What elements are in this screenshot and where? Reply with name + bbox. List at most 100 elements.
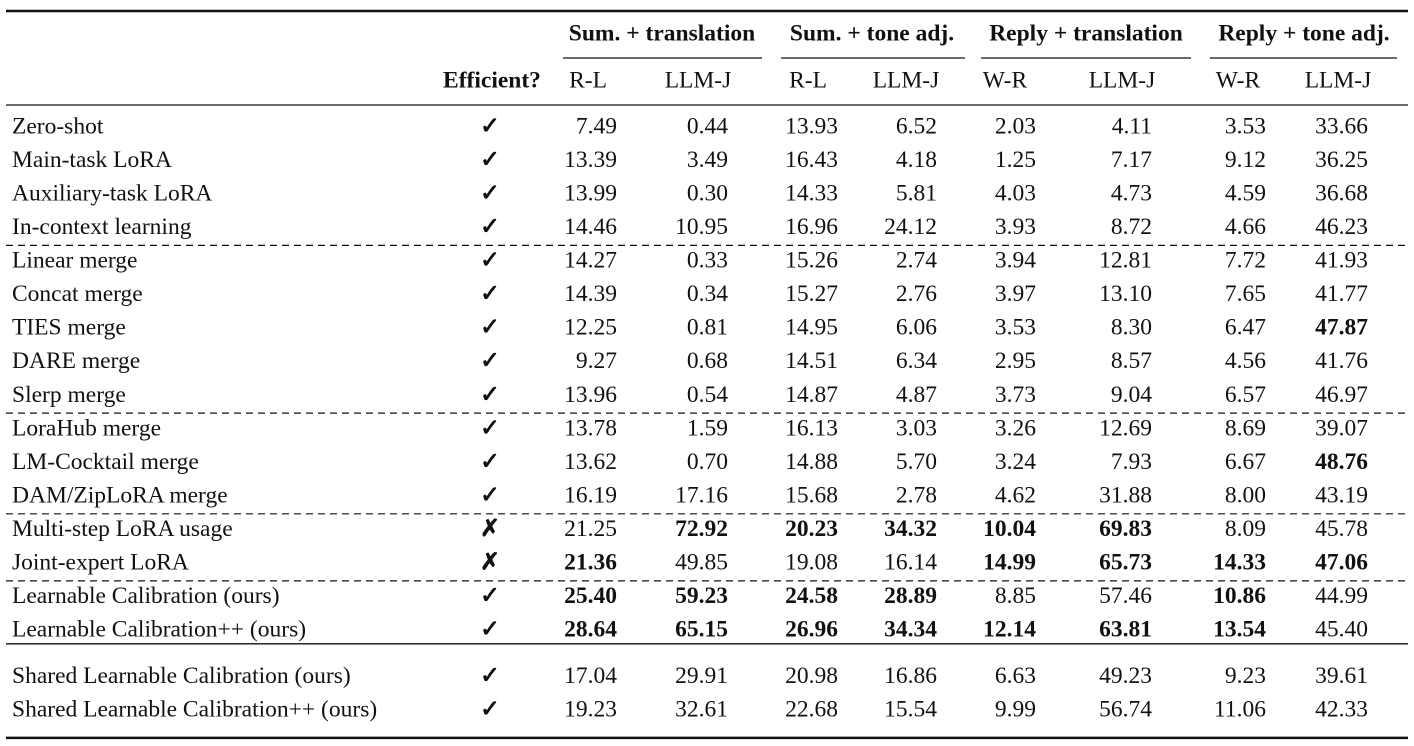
cell-value: 45.78 (1315, 516, 1368, 542)
cell-value: 3.73 (995, 382, 1036, 408)
cell-value: 16.43 (785, 147, 838, 173)
cell-value: 0.81 (687, 315, 728, 341)
cell-value: 47.06 (1315, 550, 1368, 576)
cell-value: 17.04 (564, 663, 617, 689)
cell-value: 6.63 (995, 663, 1036, 689)
cell-value: 14.87 (785, 382, 838, 408)
cell-value: 12.25 (564, 315, 617, 341)
cell-value: 41.77 (1315, 281, 1368, 307)
cell-value: 29.91 (675, 663, 728, 689)
cell-value: 9.04 (1111, 382, 1152, 408)
cell-value: 6.67 (1225, 449, 1266, 475)
cell-value: 3.93 (995, 214, 1036, 240)
column-header: R-L (789, 67, 827, 93)
cell-value: 72.92 (675, 516, 728, 542)
efficient-mark: ✗ (480, 550, 500, 576)
cell-value: 28.89 (884, 583, 937, 609)
cell-value: 5.70 (896, 449, 937, 475)
row-name: Auxiliary-task LoRA (12, 180, 212, 206)
cell-value: 8.09 (1225, 516, 1266, 542)
column-header: R-L (569, 67, 607, 93)
cell-value: 2.95 (995, 348, 1036, 374)
cell-value: 3.49 (687, 147, 728, 173)
cell-value: 9.23 (1225, 663, 1266, 689)
cell-value: 26.96 (785, 617, 838, 643)
cell-value: 41.76 (1315, 348, 1368, 374)
cell-value: 33.66 (1315, 113, 1368, 139)
cell-value: 49.85 (675, 550, 728, 576)
cell-value: 0.70 (687, 449, 728, 475)
column-header: LLM-J (873, 67, 940, 93)
cell-value: 13.62 (564, 449, 617, 475)
row-name: TIES merge (12, 315, 126, 341)
cell-value: 32.61 (675, 697, 728, 723)
cell-value: 7.65 (1225, 281, 1266, 307)
row-name: Joint-expert LoRA (12, 550, 189, 576)
cell-value: 16.96 (785, 214, 838, 240)
cell-value: 24.12 (884, 214, 937, 240)
cell-value: 3.26 (995, 415, 1036, 441)
cell-value: 0.33 (687, 248, 728, 274)
cell-value: 16.14 (884, 550, 937, 576)
row-name: Concat merge (12, 281, 143, 307)
cell-value: 3.94 (995, 248, 1036, 274)
cell-value: 0.30 (687, 180, 728, 206)
row-name: LoraHub merge (12, 415, 161, 441)
efficient-header: Efficient? (443, 67, 541, 93)
cell-value: 56.74 (1099, 697, 1152, 723)
efficient-mark: ✓ (480, 449, 500, 475)
row-name: DAM/ZipLoRA merge (12, 482, 228, 508)
cell-value: 48.76 (1315, 449, 1368, 475)
row-name: LM-Cocktail merge (12, 449, 199, 475)
cell-value: 4.03 (995, 180, 1036, 206)
cell-value: 15.54 (884, 697, 937, 723)
cell-value: 9.99 (995, 697, 1036, 723)
cell-value: 14.95 (785, 315, 838, 341)
cell-value: 4.56 (1225, 348, 1266, 374)
efficient-mark: ✓ (480, 415, 500, 441)
cell-value: 3.24 (995, 449, 1036, 475)
cell-value: 2.76 (896, 281, 937, 307)
cell-value: 13.10 (1099, 281, 1152, 307)
cell-value: 4.59 (1225, 180, 1266, 206)
cell-value: 12.69 (1099, 415, 1152, 441)
cell-value: 3.03 (896, 415, 937, 441)
cell-value: 0.68 (687, 348, 728, 374)
cell-value: 8.72 (1111, 214, 1152, 240)
cell-value: 39.07 (1315, 415, 1368, 441)
cell-value: 20.98 (785, 663, 838, 689)
column-header: W-R (1216, 67, 1261, 93)
column-header: LLM-J (665, 67, 732, 93)
cell-value: 20.23 (785, 516, 838, 542)
cell-value: 2.74 (896, 248, 937, 274)
efficient-mark: ✗ (480, 516, 500, 542)
cell-value: 9.12 (1225, 147, 1266, 173)
cell-value: 43.19 (1315, 482, 1368, 508)
cell-value: 8.69 (1225, 415, 1266, 441)
cell-value: 0.44 (687, 113, 728, 139)
cell-value: 15.27 (785, 281, 838, 307)
cell-value: 13.78 (564, 415, 617, 441)
cell-value: 4.73 (1111, 180, 1152, 206)
efficient-mark: ✓ (480, 482, 500, 508)
cell-value: 63.81 (1099, 617, 1152, 643)
cell-value: 47.87 (1315, 315, 1368, 341)
cell-value: 3.53 (995, 315, 1036, 341)
efficient-mark: ✓ (480, 214, 500, 240)
efficient-mark: ✓ (480, 248, 500, 274)
group-header: Sum. + translation (569, 20, 755, 46)
efficient-mark: ✓ (480, 180, 500, 206)
column-header: LLM-J (1305, 67, 1372, 93)
cell-value: 4.62 (995, 482, 1036, 508)
cell-value: 7.93 (1111, 449, 1152, 475)
cell-value: 12.14 (983, 617, 1036, 643)
cell-value: 7.17 (1111, 147, 1152, 173)
row-name: Zero-shot (12, 113, 104, 139)
cell-value: 2.78 (896, 482, 937, 508)
cell-value: 4.11 (1112, 113, 1152, 139)
row-name: Shared Learnable Calibration (ours) (12, 663, 351, 689)
cell-value: 14.27 (564, 248, 617, 274)
cell-value: 6.06 (896, 315, 937, 341)
efficient-mark: ✓ (480, 281, 500, 307)
